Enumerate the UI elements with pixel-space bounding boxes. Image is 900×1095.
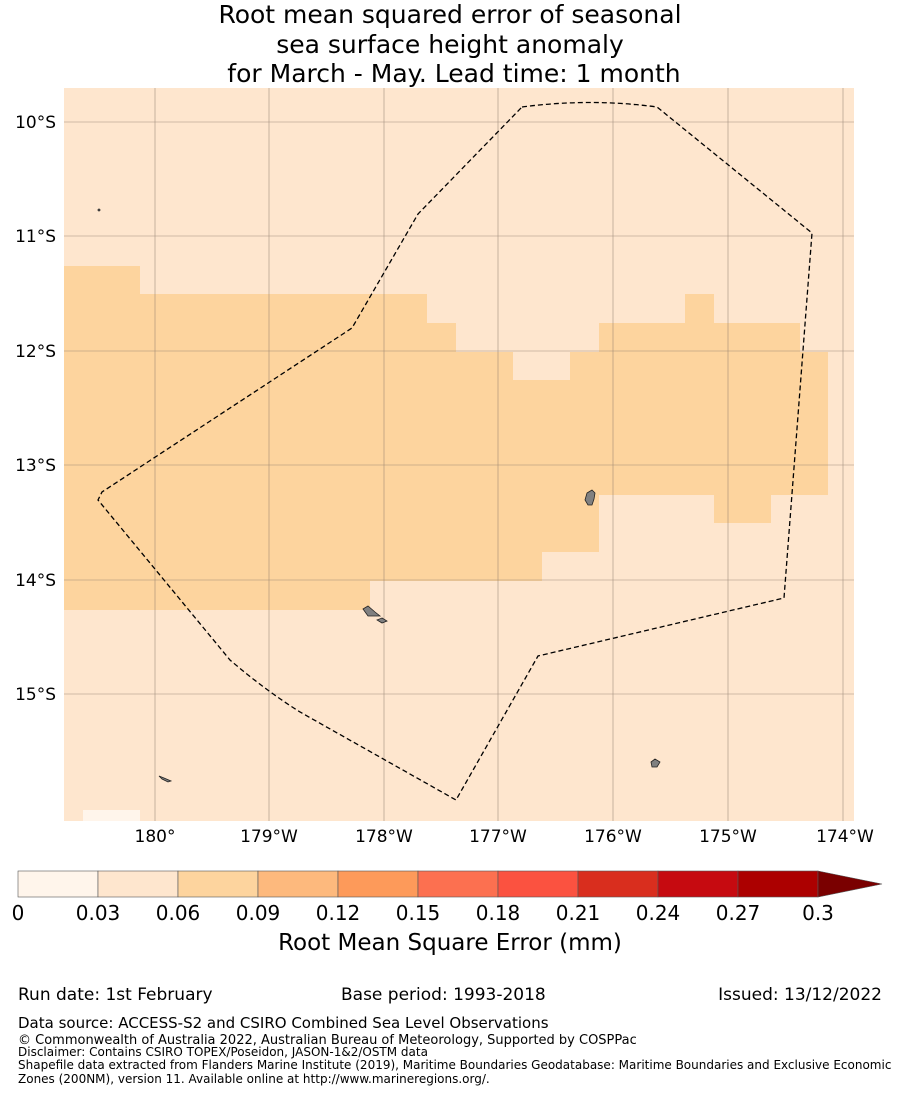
colorbar-tick-label: 0: [12, 901, 25, 925]
islands: [97, 208, 661, 783]
island-southwest: [362, 605, 382, 617]
colorbar-tick-label: 0.15: [396, 901, 441, 925]
colorbar-bin: [17, 870, 99, 898]
lat-labels: 10°S 11°S 12°S 13°S 14°S 15°S: [15, 113, 56, 705]
colorbar: 0 0.03 0.06 0.09 0.12 0.15 0.18 0.21 0.24 0.27 0.3: [12, 870, 883, 925]
colorbar-tick-label: 0.12: [316, 901, 361, 925]
chart-title: Root mean squared error of seasonal sea …: [0, 0, 900, 89]
lon-label: 179°W: [240, 827, 298, 847]
colorbar-tick-label: 0.21: [556, 901, 601, 925]
rmse-cell-low: [513, 352, 570, 380]
colorbar-bin: [497, 870, 579, 898]
run-date: Run date: 1st February: [18, 985, 213, 1005]
colorbar-bin: [417, 870, 499, 898]
colorbar-label: Root Mean Square Error (mm): [278, 930, 622, 956]
lat-label: 11°S: [15, 227, 56, 247]
island-southeast: [650, 758, 661, 768]
eez-boundary: [97, 101, 813, 801]
colorbar-bins: [17, 870, 883, 898]
colorbar-tick-label: 0.27: [716, 901, 761, 925]
title-line-3: for March - May. Lead time: 1 month: [219, 59, 681, 88]
gridlines: [64, 88, 854, 821]
island-far-southwest: [158, 775, 173, 783]
colorbar-bin: [97, 870, 179, 898]
island-southwest-small: [376, 617, 388, 624]
map-plot: 10°S 11°S 12°S 13°S 14°S 15°S 180° 179°W…: [15, 88, 875, 847]
colorbar-bin: [177, 870, 259, 898]
colorbar-bin: [657, 870, 739, 898]
lon-label: 174°W: [816, 827, 874, 847]
island-northwest: [97, 208, 101, 212]
lon-label: 176°W: [584, 827, 642, 847]
lon-label: 178°W: [355, 827, 413, 847]
lon-labels: 180° 179°W 178°W 177°W 176°W 175°W 174°W: [135, 827, 875, 847]
lat-label: 15°S: [15, 685, 56, 705]
lon-label: 180°: [135, 827, 176, 847]
colorbar-tick-label: 0.3: [802, 901, 834, 925]
base-period: Base period: 1993-2018: [341, 985, 546, 1005]
colorbar-bin: [337, 870, 419, 898]
title-line-1: Root mean squared error of seasonal: [218, 0, 682, 29]
lat-label: 10°S: [15, 113, 56, 133]
rmse-cells-high: [64, 266, 828, 610]
colorbar-tick-label: 0.18: [476, 901, 521, 925]
lon-label: 175°W: [699, 827, 757, 847]
lat-label: 13°S: [15, 456, 56, 476]
colorbar-tick-label: 0.24: [636, 901, 681, 925]
lat-label: 12°S: [15, 342, 56, 362]
colorbar-tick-label: 0.09: [236, 901, 281, 925]
disclaimer: Disclaimer: Contains CSIRO TOPEX/Poseido…: [18, 1045, 428, 1059]
colorbar-ticks: 0 0.03 0.06 0.09 0.12 0.15 0.18 0.21 0.24 0.27 0.3: [12, 901, 834, 925]
lat-label: 14°S: [15, 571, 56, 591]
colorbar-bin: [737, 870, 819, 898]
shapefile-credit-2: Zones (200NM), version 11. Available onl…: [18, 1072, 490, 1086]
colorbar-bin: [577, 870, 659, 898]
copyright: © Commonwealth of Australia 2022, Austra…: [18, 1033, 637, 1048]
colorbar-tick-label: 0.03: [76, 901, 121, 925]
island-central: [584, 489, 596, 506]
title-line-2: sea surface height anomaly: [276, 29, 624, 59]
colorbar-bin: [257, 870, 339, 898]
rmse-region-upper-right: [599, 294, 800, 352]
issued-date: Issued: 13/12/2022: [718, 985, 882, 1005]
colorbar-tick-label: 0.06: [156, 901, 201, 925]
colorbar-extend-arrow: [817, 870, 883, 898]
data-source: Data source: ACCESS-S2 and CSIRO Combine…: [18, 1014, 549, 1032]
shapefile-credit-1: Shapefile data extracted from Flanders M…: [18, 1058, 892, 1072]
rmse-cell-lowest: [83, 810, 140, 821]
lon-label: 177°W: [469, 827, 527, 847]
